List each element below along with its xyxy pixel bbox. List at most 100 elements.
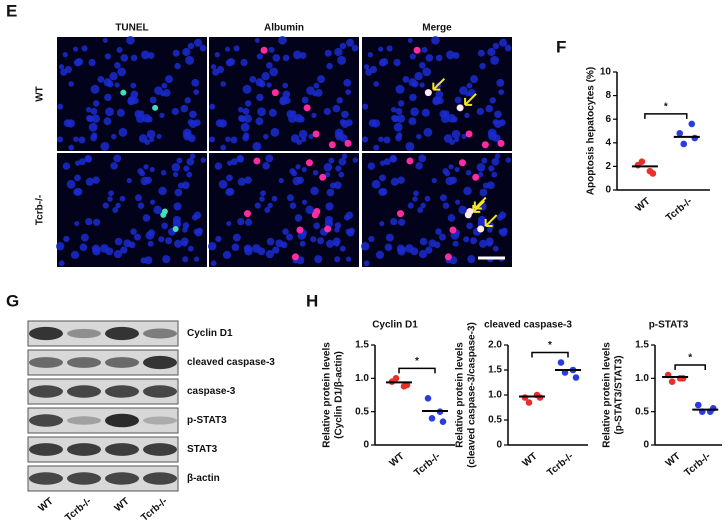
blot-band — [67, 328, 101, 339]
nucleus — [334, 222, 342, 229]
nucleus — [266, 82, 272, 88]
y-tick-label: 2 — [605, 161, 611, 172]
nucleus — [298, 129, 308, 139]
nucleus — [418, 154, 427, 163]
nucleus — [111, 133, 117, 140]
nucleus — [352, 157, 358, 163]
nucleus — [378, 188, 386, 196]
nucleus — [463, 236, 470, 243]
protein-label: β-actin — [187, 473, 220, 484]
nucleus — [104, 93, 112, 102]
nucleus — [136, 114, 145, 124]
nucleus — [149, 166, 155, 173]
nucleus — [438, 233, 447, 241]
lane-label: WT — [37, 496, 56, 514]
nucleus — [396, 114, 406, 123]
data-point — [392, 375, 400, 382]
nucleus — [138, 110, 145, 117]
nucleus — [378, 46, 384, 52]
nucleus — [187, 42, 195, 50]
nucleus — [405, 141, 415, 151]
nucleus — [225, 58, 234, 67]
nucleus — [126, 35, 135, 45]
nucleus — [325, 202, 334, 211]
nucleus — [90, 107, 98, 115]
nucleus — [332, 104, 341, 113]
nucleus — [302, 199, 308, 205]
nucleus — [470, 75, 479, 84]
arrow — [432, 77, 446, 91]
nucleus — [90, 84, 100, 94]
nucleus — [225, 136, 231, 143]
nucleus — [266, 237, 275, 246]
protein-label: caspase-3 — [187, 386, 236, 397]
nucleus — [252, 141, 262, 151]
nucleus — [345, 89, 352, 95]
nucleus — [324, 171, 331, 178]
nucleus — [479, 62, 486, 70]
merge-spot — [472, 173, 480, 181]
nucleus — [492, 42, 500, 50]
nucleus — [373, 81, 380, 87]
blot-band — [143, 328, 177, 339]
albumin-spot — [319, 173, 327, 181]
nucleus — [114, 62, 121, 69]
data-point — [680, 140, 688, 148]
nucleus — [146, 129, 156, 139]
column-label: Albumin — [264, 23, 304, 34]
nucleus — [116, 108, 125, 117]
nucleus — [139, 170, 146, 177]
nucleus — [78, 158, 86, 166]
nucleus — [80, 233, 89, 242]
nucleus — [455, 199, 461, 205]
nucleus — [79, 243, 88, 252]
lane-label: WT — [113, 496, 132, 514]
blot-band — [29, 326, 63, 341]
nucleus — [222, 250, 232, 259]
row-label: Tcrb-/- — [35, 195, 46, 225]
nucleus — [114, 82, 120, 88]
y-tick-label: 0 — [605, 185, 611, 196]
nucleus — [226, 221, 232, 227]
nucleus — [244, 176, 252, 184]
blot-band — [105, 385, 139, 398]
nucleus — [444, 170, 451, 177]
nucleus — [182, 256, 189, 263]
significance-star: * — [548, 340, 552, 351]
nucleus — [407, 202, 414, 209]
lane-label: Tcrb-/- — [63, 496, 93, 523]
nucleus — [324, 49, 332, 57]
merge-spot — [444, 253, 452, 261]
chart-title: Cyclin D1 — [372, 320, 418, 331]
nucleus — [479, 239, 488, 248]
significance-bracket — [398, 367, 436, 374]
data-point — [694, 401, 702, 409]
nucleus — [256, 53, 263, 60]
x-tick-label: WT — [521, 451, 540, 469]
nucleus — [108, 190, 114, 197]
nucleus — [60, 68, 68, 76]
nucleus — [294, 113, 303, 123]
nucleus — [255, 117, 264, 126]
nucleus — [395, 107, 403, 115]
nucleus — [118, 127, 128, 137]
nucleus — [465, 91, 471, 97]
data-point — [424, 395, 432, 402]
nucleus — [418, 249, 428, 259]
nucleus — [296, 176, 304, 184]
nucleus — [209, 103, 216, 110]
significance-star: * — [664, 102, 668, 113]
nucleus — [442, 202, 450, 209]
nucleus — [116, 46, 123, 53]
nucleus — [384, 243, 393, 252]
nucleus — [494, 110, 502, 119]
nucleus — [329, 182, 337, 189]
nucleus — [236, 154, 244, 163]
nucleus — [56, 136, 64, 143]
y-tick-label: 0 — [363, 440, 369, 451]
albumin-spot — [253, 157, 261, 165]
nucleus — [505, 157, 511, 163]
data-point — [557, 359, 565, 366]
tunel-spot — [172, 226, 179, 233]
nucleus — [390, 217, 398, 226]
